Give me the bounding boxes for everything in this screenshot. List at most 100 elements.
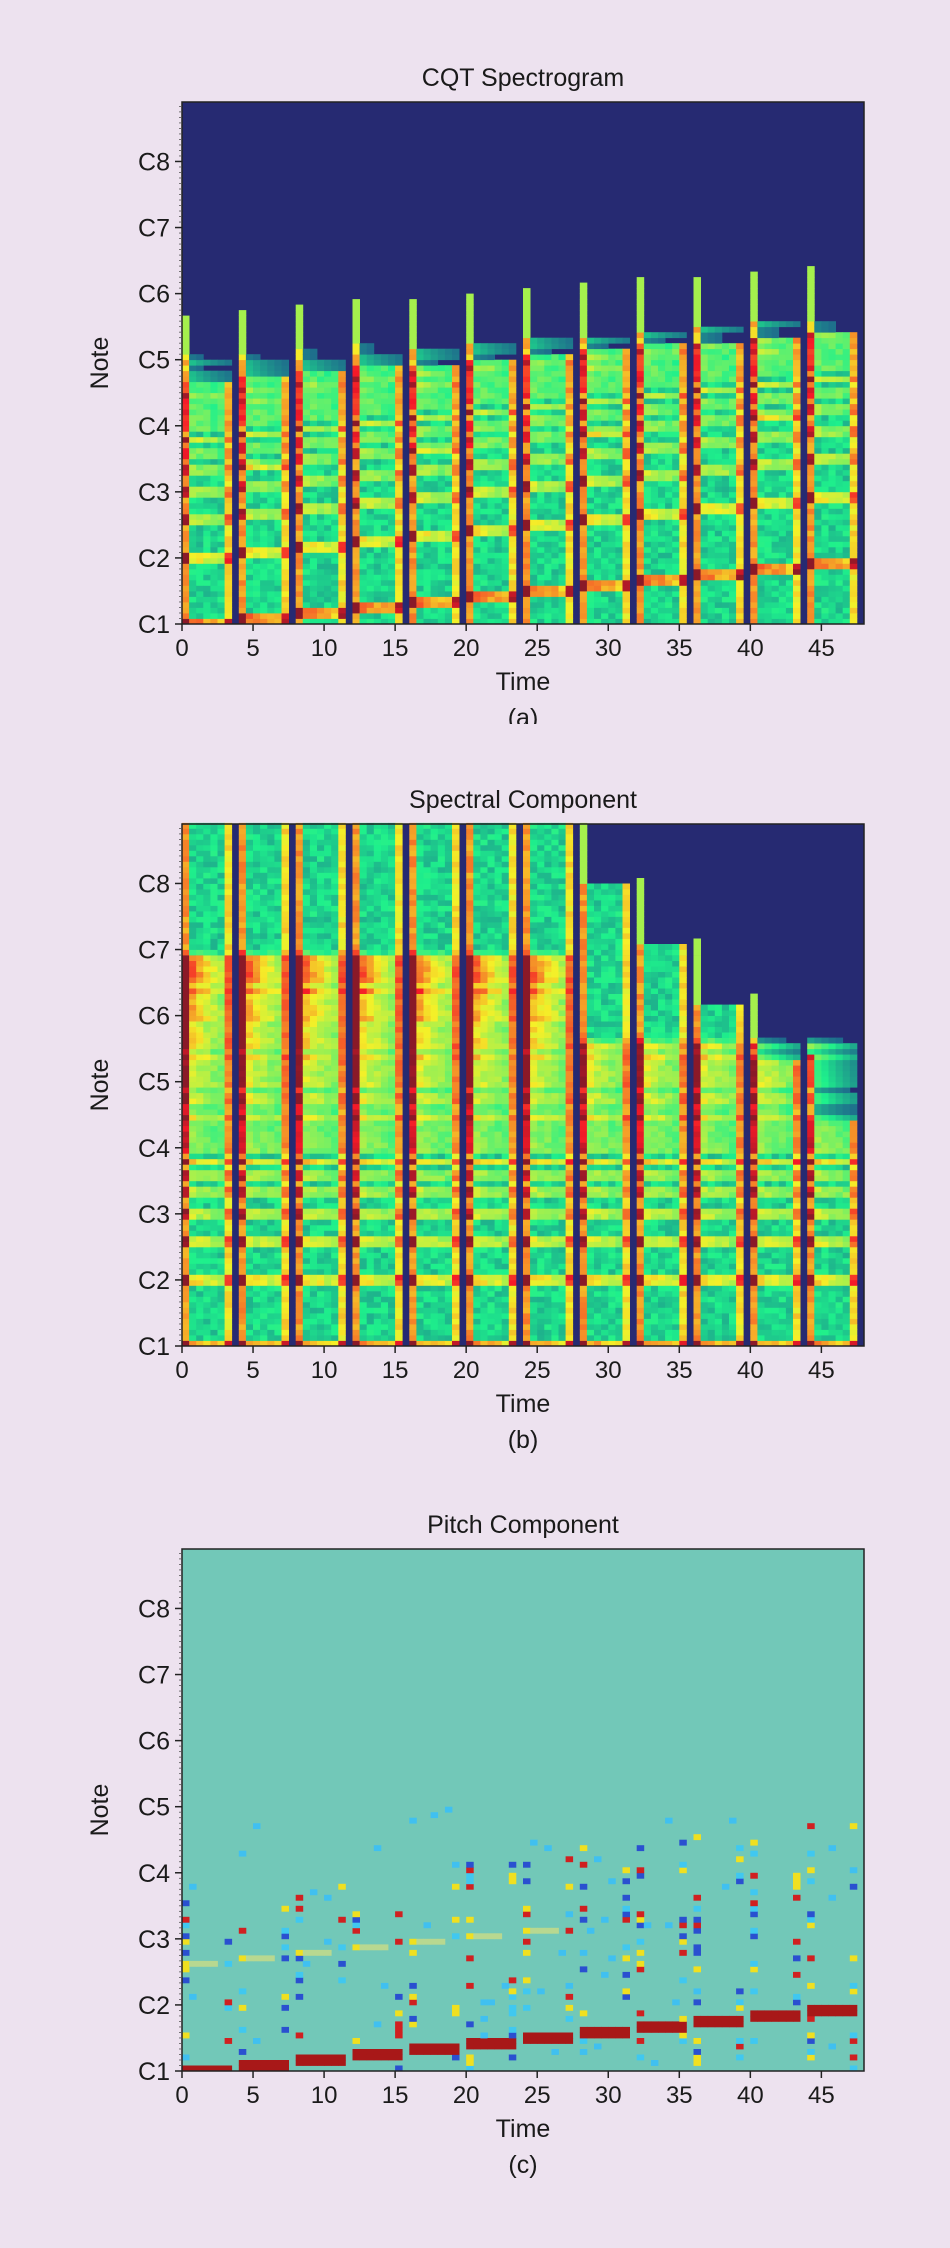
heatmap-cell xyxy=(835,530,844,537)
heatmap-cell xyxy=(203,591,211,597)
heatmap-cell xyxy=(189,365,197,372)
heatmap-cell xyxy=(452,458,460,465)
heatmap-cell xyxy=(302,552,311,559)
heatmap-cell xyxy=(714,585,723,592)
heatmap-cell xyxy=(253,387,261,394)
heatmap-cell xyxy=(523,502,531,509)
heatmap-cell xyxy=(807,613,815,619)
heatmap-cell xyxy=(210,1318,218,1325)
heatmap-cell xyxy=(444,431,453,438)
heatmap-cell xyxy=(196,960,204,967)
heatmap-cell xyxy=(196,1004,204,1011)
heatmap-cell xyxy=(309,376,318,383)
heatmap-cell xyxy=(182,1213,190,1220)
heatmap-cell xyxy=(189,613,197,619)
heatmap-cell xyxy=(501,563,510,570)
heatmap-cell xyxy=(565,596,574,603)
heatmap-cell xyxy=(558,579,566,586)
heatmap-cell xyxy=(814,497,822,504)
heatmap-cell xyxy=(196,1059,204,1066)
heatmap-cell xyxy=(189,1301,197,1308)
heatmap-cell xyxy=(729,359,737,366)
heatmap-cell xyxy=(302,546,311,553)
heatmap-cell xyxy=(203,475,211,482)
heatmap-cell xyxy=(721,442,730,449)
heatmap-cell xyxy=(189,1048,197,1055)
heatmap-cell xyxy=(189,938,197,945)
heatmap-cell xyxy=(302,585,311,592)
heatmap-cell xyxy=(544,458,552,465)
heatmap-cell xyxy=(444,414,453,421)
heatmap-cell xyxy=(835,381,844,388)
heatmap-cell xyxy=(444,458,453,465)
heatmap-cell xyxy=(189,387,197,394)
heatmap-cell xyxy=(544,618,552,625)
heatmap-cell xyxy=(608,453,616,460)
heatmap-cell xyxy=(551,343,559,350)
heatmap-cell xyxy=(224,519,233,526)
heatmap-cell xyxy=(487,359,495,366)
heatmap-cell xyxy=(380,359,389,366)
heatmap-cell xyxy=(558,447,566,454)
heatmap-cell xyxy=(636,574,645,581)
heatmap-cell xyxy=(210,1048,218,1055)
heatmap-cell xyxy=(508,442,517,449)
heatmap-cell xyxy=(494,425,503,432)
heatmap-cell xyxy=(395,425,403,432)
heatmap-cell xyxy=(672,519,680,526)
heatmap-cell xyxy=(437,365,446,372)
heatmap-cell xyxy=(693,552,701,559)
heatmap-cell xyxy=(309,442,318,449)
heatmap-cell xyxy=(828,524,836,531)
heatmap-cell xyxy=(437,535,446,542)
heatmap-cell xyxy=(750,618,758,625)
heatmap-cell xyxy=(693,282,701,289)
heatmap-cell xyxy=(196,1263,204,1270)
heatmap-cell xyxy=(494,365,503,372)
heatmap-cell xyxy=(430,519,439,526)
heatmap-cell xyxy=(196,1197,204,1204)
heatmap-cell xyxy=(508,524,517,531)
heatmap-cell xyxy=(501,442,510,449)
heatmap-cell xyxy=(324,557,332,564)
heatmap-cell xyxy=(281,596,289,603)
heatmap-cell xyxy=(750,552,758,559)
heatmap-cell xyxy=(665,343,673,350)
heatmap-cell xyxy=(196,398,204,405)
heatmap-cell xyxy=(537,359,545,366)
heatmap-cell xyxy=(622,354,630,361)
heatmap-cell xyxy=(721,436,730,443)
heatmap-cell xyxy=(324,591,332,597)
heatmap-cell xyxy=(658,436,666,443)
heatmap-cell xyxy=(537,552,545,559)
heatmap-cell xyxy=(771,436,780,443)
heatmap-cell xyxy=(189,922,197,928)
heatmap-cell xyxy=(586,602,595,608)
heatmap-cell xyxy=(508,618,517,625)
heatmap-cell xyxy=(430,585,439,592)
heatmap-cell xyxy=(679,502,687,509)
heatmap-cell xyxy=(338,530,346,537)
heatmap-cell xyxy=(203,1274,211,1281)
heatmap-cell xyxy=(182,365,190,372)
heatmap-cell xyxy=(707,425,716,432)
heatmap-cell xyxy=(245,579,254,586)
heatmap-cell xyxy=(700,398,709,405)
heatmap-cell xyxy=(842,524,851,531)
heatmap-cell xyxy=(707,414,716,421)
heatmap-cell xyxy=(189,568,197,575)
heatmap-cell xyxy=(700,420,709,427)
heatmap-cell xyxy=(352,491,360,498)
heatmap-cell xyxy=(736,607,744,614)
heatmap-cell xyxy=(210,1147,218,1154)
heatmap-cell xyxy=(210,453,218,460)
heatmap-cell xyxy=(196,524,204,531)
heatmap-cell xyxy=(594,502,602,509)
heatmap-cell xyxy=(679,370,687,377)
heatmap-cell xyxy=(736,458,744,465)
heatmap-cell xyxy=(650,475,659,482)
heatmap-cell xyxy=(409,491,417,498)
heatmap-cell xyxy=(274,579,282,586)
heatmap-cell xyxy=(714,332,723,339)
heatmap-cell xyxy=(196,613,204,619)
